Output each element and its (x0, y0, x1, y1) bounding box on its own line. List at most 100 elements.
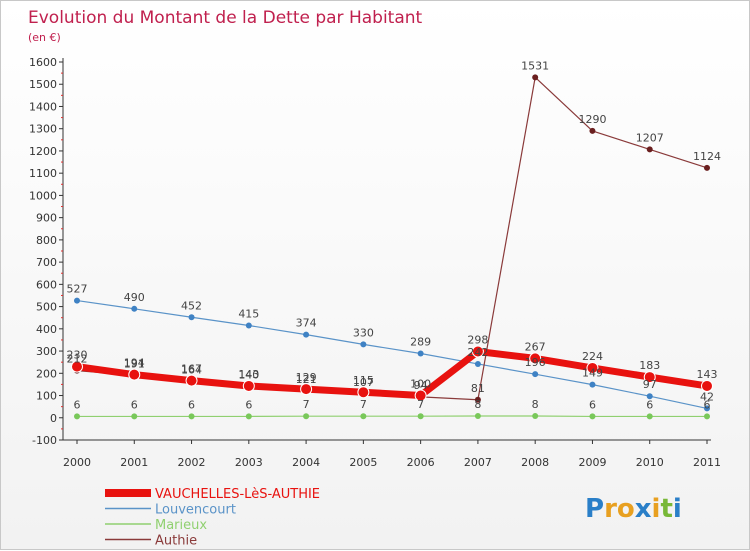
legend-label-marieux: Marieux (155, 518, 207, 533)
data-point-louvencourt (418, 351, 424, 357)
y-tick-label: 400 (36, 323, 57, 336)
data-point-louvencourt (303, 332, 309, 338)
data-label-marieux: 6 (188, 398, 195, 411)
data-point-marieux (246, 413, 252, 419)
data-label-vauchelles-l-s-authie: 143 (238, 368, 259, 381)
data-point-marieux (475, 413, 481, 419)
logo-letter: o (617, 494, 635, 524)
data-label-vauchelles-l-s-authie: 298 (467, 334, 488, 347)
x-tick-label: 2000 (63, 456, 91, 469)
data-label-marieux: 6 (646, 398, 653, 411)
data-label-louvencourt: 242 (467, 346, 488, 359)
x-tick-label: 2002 (178, 456, 206, 469)
data-label-authie: 1531 (521, 59, 549, 72)
data-point-marieux (74, 413, 80, 419)
data-label-marieux: 6 (245, 398, 252, 411)
data-point-vauchelles-l-s-authie (129, 369, 140, 380)
data-label-marieux: 7 (360, 398, 367, 411)
data-label-vauchelles-l-s-authie: 115 (353, 374, 374, 387)
x-tick-label: 2005 (349, 456, 377, 469)
data-point-authie (704, 165, 710, 171)
data-point-vauchelles-l-s-authie (243, 380, 254, 391)
chart-title: Evolution du Montant de la Dette par Hab… (28, 8, 423, 28)
data-label-marieux: 6 (589, 398, 596, 411)
y-tick-label: 500 (36, 301, 57, 314)
y-tick-label: -100 (32, 434, 57, 447)
data-label-louvencourt: 149 (582, 367, 603, 380)
data-point-louvencourt (360, 341, 366, 347)
data-label-louvencourt: 374 (296, 317, 317, 330)
legend-label-louvencourt: Louvencourt (155, 503, 236, 518)
y-tick-label: 600 (36, 278, 57, 291)
data-label-marieux: 8 (532, 398, 539, 411)
data-point-louvencourt (189, 314, 195, 320)
data-point-authie (647, 146, 653, 152)
data-label-louvencourt: 196 (525, 356, 546, 369)
data-point-louvencourt (532, 371, 538, 377)
y-tick-label: 1000 (29, 189, 57, 202)
x-tick-label: 2010 (636, 456, 664, 469)
x-tick-label: 2001 (120, 456, 148, 469)
data-point-marieux (360, 413, 366, 419)
logo-letter: x (635, 494, 652, 524)
logo-letter: t (660, 494, 672, 524)
legend-label-authie: Authie (155, 534, 197, 549)
data-point-authie (532, 74, 538, 80)
y-tick-label: 1500 (29, 78, 57, 91)
data-label-vauchelles-l-s-authie: 194 (124, 357, 145, 370)
data-label-louvencourt: 330 (353, 326, 374, 339)
data-label-louvencourt: 289 (410, 336, 431, 349)
data-label-vauchelles-l-s-authie: 230 (67, 349, 88, 362)
data-label-marieux: 6 (74, 398, 81, 411)
data-label-marieux: 7 (303, 398, 310, 411)
y-tick-label: 0 (50, 412, 57, 425)
data-point-louvencourt (246, 322, 252, 328)
y-tick-label: 800 (36, 234, 57, 247)
x-tick-label: 2011 (693, 456, 721, 469)
data-label-authie: 1124 (693, 150, 721, 163)
data-label-authie: 1207 (636, 131, 664, 144)
data-point-authie (589, 128, 595, 134)
y-tick-label: 1400 (29, 100, 57, 113)
data-point-marieux (189, 413, 195, 419)
y-tick-label: 900 (36, 212, 57, 225)
x-tick-label: 2009 (578, 456, 606, 469)
data-label-vauchelles-l-s-authie: 224 (582, 350, 603, 363)
legend-label-vauchelles-l-s-authie: VAUCHELLES-LèS-AUTHIE (155, 487, 320, 502)
y-tick-label: 700 (36, 256, 57, 269)
data-label-vauchelles-l-s-authie: 183 (639, 359, 660, 372)
x-tick-label: 2004 (292, 456, 320, 469)
data-point-vauchelles-l-s-authie (186, 375, 197, 386)
logo-letter: i (673, 494, 682, 524)
data-point-louvencourt (131, 306, 137, 312)
data-point-marieux (704, 413, 710, 419)
data-label-marieux: 6 (704, 398, 711, 411)
data-point-marieux (589, 413, 595, 419)
x-tick-label: 2003 (235, 456, 263, 469)
data-point-marieux (647, 413, 653, 419)
data-point-louvencourt (475, 361, 481, 367)
y-tick-label: 100 (36, 390, 57, 403)
series-line-authie (77, 77, 707, 399)
x-tick-label: 2008 (521, 456, 549, 469)
proxiti-logo: Proxiti (585, 494, 682, 524)
data-label-vauchelles-l-s-authie: 129 (296, 371, 317, 384)
logo-letter: i (652, 494, 661, 524)
data-label-louvencourt: 490 (124, 291, 145, 304)
data-label-louvencourt: 452 (181, 299, 202, 312)
data-label-louvencourt: 527 (67, 283, 88, 296)
data-label-vauchelles-l-s-authie: 267 (525, 340, 546, 353)
logo-letter: r (604, 494, 617, 524)
data-point-marieux (131, 413, 137, 419)
data-label-authie: 1290 (578, 113, 606, 126)
data-point-marieux (418, 413, 424, 419)
data-label-marieux: 6 (131, 398, 138, 411)
data-label-marieux: 8 (474, 398, 481, 411)
data-point-marieux (303, 413, 309, 419)
data-label-louvencourt: 415 (238, 307, 259, 320)
chart-subtitle: (en €) (28, 31, 61, 44)
y-tick-label: 1100 (29, 167, 57, 180)
data-label-marieux: 7 (417, 398, 424, 411)
y-tick-label: 200 (36, 367, 57, 380)
